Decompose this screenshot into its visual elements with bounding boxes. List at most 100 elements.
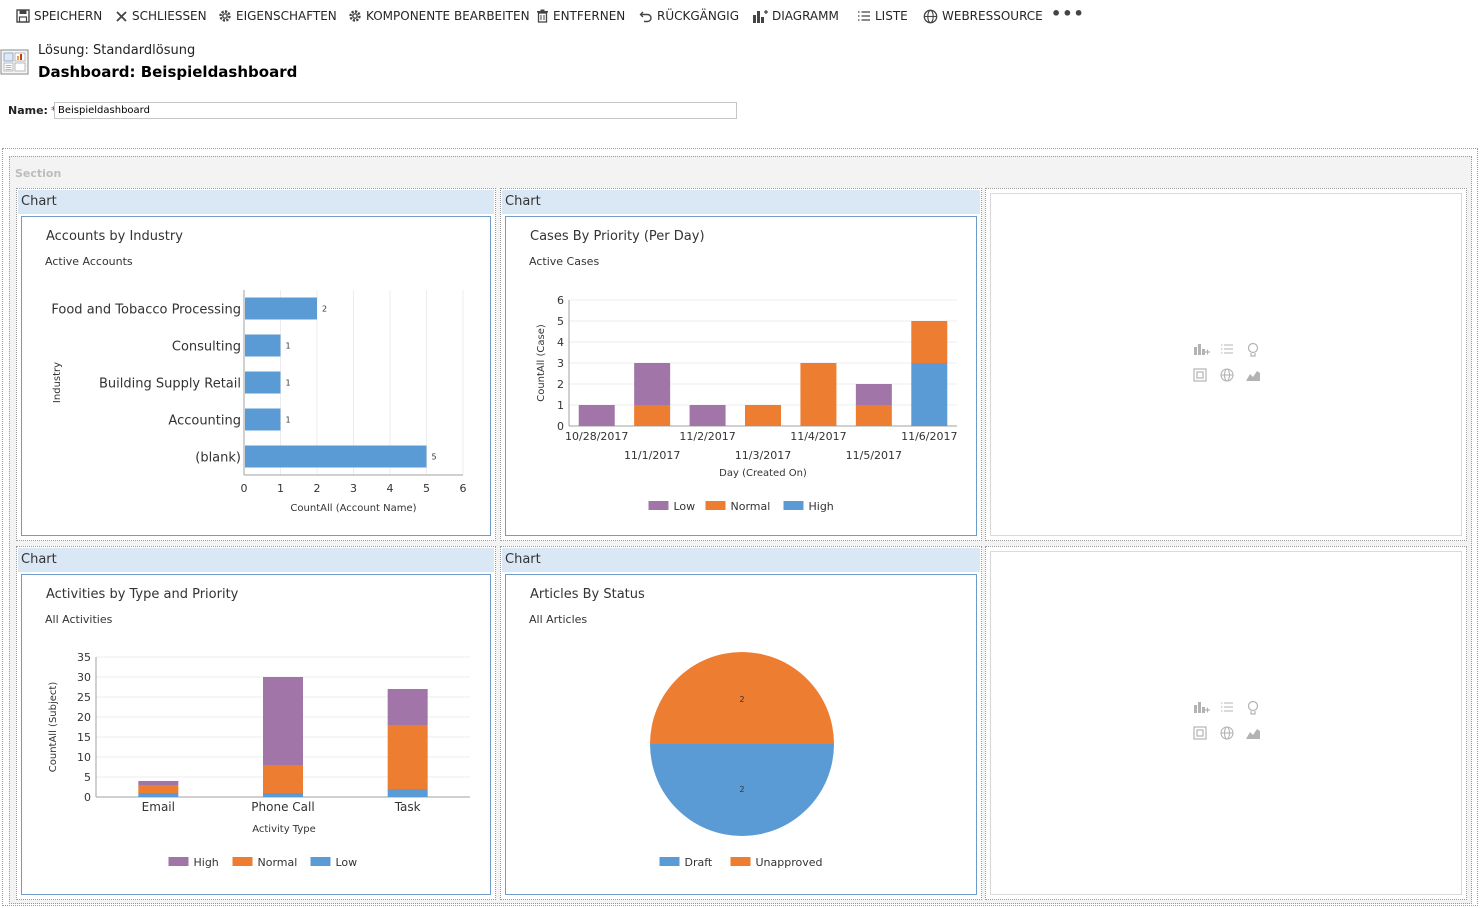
chart-cell-header: Chart xyxy=(18,190,494,214)
chart-body: Activities by Type and Priority All Acti… xyxy=(21,574,491,895)
bar-segment-normal xyxy=(263,765,303,793)
x-tick-label: Task xyxy=(394,800,421,814)
add-list-button[interactable]: LISTE xyxy=(857,7,908,25)
y-tick-label: Accounting xyxy=(168,414,241,429)
tab-frame xyxy=(2,148,1478,906)
x-tick-label: Email xyxy=(142,800,175,814)
name-input[interactable] xyxy=(54,102,737,119)
section-label: Section xyxy=(15,167,62,180)
more-commands-button[interactable]: ••• xyxy=(1051,3,1085,23)
data-label: 1 xyxy=(286,342,291,351)
page-title: Dashboard: Beispieldashboard xyxy=(38,63,298,81)
save-label: SPEICHERN xyxy=(34,9,103,23)
legend-label: Low xyxy=(674,500,696,513)
insert-frame-icon xyxy=(1193,368,1207,382)
empty-component-cell[interactable] xyxy=(985,546,1467,900)
y-tick-label: 5 xyxy=(557,315,564,328)
pie-slice-draft xyxy=(650,744,834,836)
close-icon xyxy=(116,10,127,22)
edit-component-button[interactable]: KOMPONENTE BEARBEITEN xyxy=(348,7,530,25)
add-web-resource-button[interactable]: WEBRESSOURCE xyxy=(923,7,1043,25)
undo-icon xyxy=(639,11,652,23)
legend-label: High xyxy=(809,500,834,513)
insert-list-icon xyxy=(1221,344,1233,354)
y-tick-label: 3 xyxy=(557,357,564,370)
x-tick-label: 11/6/2017 xyxy=(901,430,957,443)
remove-label: ENTFERNEN xyxy=(553,9,626,23)
bar-segment-low xyxy=(263,793,303,797)
y-tick-label: 20 xyxy=(77,711,91,724)
legend-swatch xyxy=(730,857,751,866)
x-tick-label: 11/3/2017 xyxy=(735,449,791,462)
add-chart-button[interactable]: DIAGRAMM xyxy=(752,7,839,25)
command-bar: SPEICHERN SCHLIESSEN EIGENSCHAFTEN KOMPO… xyxy=(0,0,1481,32)
chart-body: Cases By Priority (Per Day) Active Cases… xyxy=(505,216,977,536)
chart-title: Cases By Priority (Per Day) xyxy=(530,229,705,244)
empty-component-area xyxy=(990,193,1462,536)
x-tick-label: 1 xyxy=(277,482,284,495)
x-axis-title: Activity Type xyxy=(252,824,316,835)
globe-icon xyxy=(923,9,938,23)
y-tick-label: 0 xyxy=(84,791,91,804)
y-tick-label: 6 xyxy=(557,294,564,307)
legend-label: High xyxy=(194,856,219,869)
add-web-resource-label: WEBRESSOURCE xyxy=(942,9,1043,23)
close-button[interactable]: SCHLIESSEN xyxy=(115,7,207,25)
bar xyxy=(245,334,281,357)
properties-button[interactable]: EIGENSCHAFTEN xyxy=(218,7,337,25)
remove-button[interactable]: ENTFERNEN xyxy=(536,7,625,25)
add-chart-label: DIAGRAMM xyxy=(772,9,839,23)
articles-pie-chart: 2 2 Draft Unapproved xyxy=(650,652,834,869)
placeholder-icons xyxy=(1193,342,1260,382)
x-axis-title: Day (Created On) xyxy=(719,468,807,479)
data-label: 2 xyxy=(739,695,744,704)
save-button[interactable]: SPEICHERN xyxy=(16,7,102,25)
legend-swatch xyxy=(783,501,804,510)
trash-icon xyxy=(537,9,548,23)
undo-button[interactable]: RÜCKGÄNGIG xyxy=(639,7,739,25)
more-icon: ••• xyxy=(1051,3,1085,23)
chart-subtitle: All Articles xyxy=(529,613,588,626)
data-label: 1 xyxy=(286,379,291,388)
add-list-label: LISTE xyxy=(875,9,908,23)
y-tick-label: Consulting xyxy=(172,340,241,355)
empty-component-cell[interactable] xyxy=(985,188,1467,541)
dashboard-icon xyxy=(0,49,29,75)
list-icon xyxy=(858,11,870,21)
bar-segment-normal xyxy=(138,785,179,793)
pie-slice-unapproved xyxy=(650,652,834,744)
y-tick-label: 25 xyxy=(77,691,91,704)
y-axis-title: CountAll (Case) xyxy=(536,324,547,402)
y-tick-label: 10 xyxy=(77,751,91,764)
chart-subtitle: Active Cases xyxy=(529,255,600,268)
chart-cell-cases[interactable]: Chart Cases By Priority (Per Day) Active… xyxy=(500,188,982,541)
x-tick-label: 5 xyxy=(423,482,430,495)
name-field-label: Name:* xyxy=(8,104,56,117)
insert-chart-icon xyxy=(1194,344,1210,355)
bar-segment-low xyxy=(578,405,615,426)
bar xyxy=(245,371,281,394)
cases-stacked-bar-chart: 0 1 2 3 4 5 6 10/28/2017 11/1/2017 11/2/201711/3/… xyxy=(536,294,957,513)
accounts-bar-chart: 0 1 2 3 4 5 6 Food and Tobacco Processing 2 Consu… xyxy=(51,290,467,514)
data-label: 2 xyxy=(322,305,327,314)
x-tick-label: 11/2/2017 xyxy=(679,430,735,443)
save-icon xyxy=(16,9,30,23)
bar-segment-normal xyxy=(855,405,892,426)
chart-cell-accounts[interactable]: Chart Accounts by Industry Active Accoun… xyxy=(16,188,496,541)
insert-web-resource-icon xyxy=(1220,368,1234,382)
y-tick-label: 5 xyxy=(84,771,91,784)
bar-segment-normal xyxy=(634,405,671,426)
legend-label: Unapproved xyxy=(756,856,823,869)
x-tick-label: 4 xyxy=(387,482,394,495)
x-tick-label: 11/1/2017 xyxy=(624,449,680,462)
x-tick-label: Phone Call xyxy=(251,800,314,814)
gear-icon xyxy=(219,10,231,22)
x-tick-label: 11/4/2017 xyxy=(790,430,846,443)
bar-segment-high xyxy=(911,363,948,426)
insert-timeline-icon xyxy=(1246,729,1260,739)
placeholder-icons xyxy=(1193,700,1260,740)
chart-title: Accounts by Industry xyxy=(46,229,183,244)
x-tick-label: 6 xyxy=(460,482,467,495)
chart-cell-activities[interactable]: Chart Activities by Type and Priority Al… xyxy=(16,546,496,900)
